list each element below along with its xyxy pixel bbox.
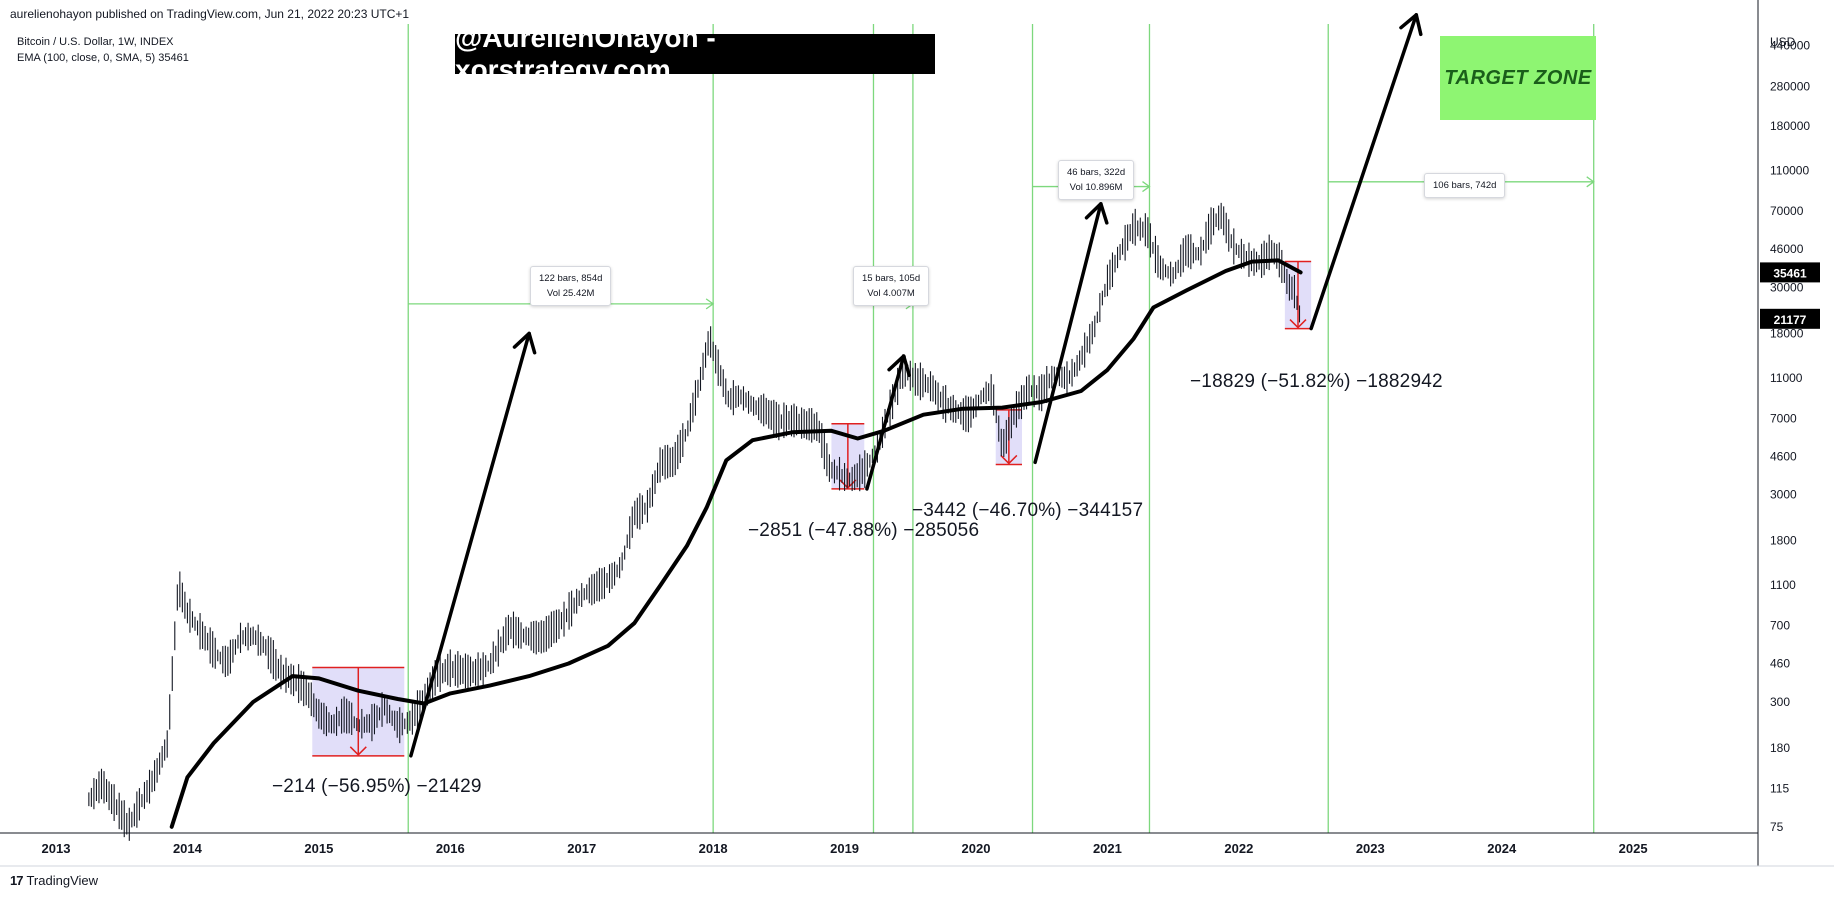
measure-box-2-bars: 15 bars, 105d (862, 273, 921, 284)
tradingview-footer[interactable]: 17 TradingView (10, 873, 98, 888)
projection-arrow-2 (865, 354, 906, 491)
year-tick-3: 2015 (304, 841, 333, 856)
drawdown-arrowhead-3 (1000, 454, 1018, 465)
year-tick-1: 2013 (42, 841, 71, 856)
price-scale-bg (1758, 0, 1834, 899)
year-tick-10: 2022 (1224, 841, 1253, 856)
price-tick-12: 3000 (1770, 488, 1797, 502)
price-badge-1: 35461 (1773, 266, 1807, 280)
tradingview-logo-icon: 17 (10, 873, 24, 888)
price-tick-13: 1800 (1770, 534, 1797, 548)
tradingview-brand: TradingView (26, 873, 99, 888)
year-tick-6: 2018 (699, 841, 728, 856)
price-tick-16: 460 (1770, 657, 1790, 671)
projection-arrowhead-2 (887, 354, 911, 378)
measure-arrowhead-4 (1586, 176, 1595, 188)
year-tick-7: 2019 (830, 841, 859, 856)
price-tick-10: 7000 (1770, 411, 1797, 425)
measure-box-1-bars: 122 bars, 854d (539, 273, 603, 284)
measure-arrowhead-1 (705, 298, 715, 310)
price-badge-bg-1 (1760, 262, 1820, 283)
year-tick-8: 2020 (962, 841, 991, 856)
vertical-marker-lines (407, 24, 1595, 833)
drawdown-label-2: −2851 (−47.88%) −285056 (748, 520, 980, 541)
price-tick-18: 180 (1770, 741, 1790, 755)
symbol-title: Bitcoin / U.S. Dollar, 1W, INDEX (17, 36, 174, 48)
price-tick-9: 11000 (1770, 371, 1803, 385)
measure-box-4: 106 bars, 742d (1424, 173, 1506, 198)
price-tick-5: 70000 (1770, 204, 1804, 218)
price-badge-bg-2 (1760, 308, 1820, 329)
year-tick-11: 2023 (1356, 841, 1385, 856)
measure-box-1: 122 bars, 854d Vol 25.42M (530, 266, 612, 306)
price-tick-8: 18000 (1770, 326, 1804, 340)
price-tick-17: 300 (1770, 695, 1790, 709)
year-tick-2: 2014 (173, 841, 203, 856)
price-tick-1: 440000 (1770, 39, 1810, 53)
measure-box-1-vol: Vol 25.42M (546, 288, 595, 299)
target-zone-box: TARGET ZONE (1440, 36, 1596, 120)
year-tick-13: 2025 (1619, 841, 1648, 856)
ema-series (169, 258, 1303, 829)
projection-arrowhead-1 (512, 331, 537, 355)
price-tick-3: 180000 (1770, 119, 1810, 133)
measure-box-3-bars: 46 bars, 322d (1067, 167, 1126, 178)
price-badge-2: 21177 (1774, 313, 1807, 327)
drawdown-label-3: −3442 (−46.70%) −344157 (912, 500, 1144, 521)
price-tick-19: 115 (1770, 781, 1789, 795)
projection-arrow-4 (1309, 13, 1419, 331)
author-banner: @AurelienOhayon - xorstrategy.com (455, 22, 935, 85)
projection-arrowhead-4 (1399, 13, 1423, 37)
currency-label: USD (1770, 35, 1796, 49)
drawdown-label-1: −214 (−56.95%) −21429 (272, 776, 482, 797)
drawdown-arrowhead-4 (1289, 319, 1307, 329)
drawdown-label-4: −18829 (−51.82%) −1882942 (1190, 371, 1443, 392)
projection-arrowhead-3 (1084, 202, 1109, 225)
price-tick-15: 700 (1770, 619, 1790, 633)
price-tick-20: 75 (1770, 820, 1784, 834)
price-series (88, 202, 1301, 841)
price-tick-14: 1100 (1770, 578, 1796, 592)
price-tick-2: 280000 (1770, 79, 1810, 93)
year-tick-9: 2021 (1093, 841, 1122, 856)
indicator-legend[interactable]: EMA (100, close, 0, SMA, 5) 35461 (17, 52, 189, 64)
drawdown-arrowhead-1 (349, 746, 367, 756)
ema-line (169, 258, 1303, 829)
projection-arrows (409, 13, 1423, 758)
year-tick-12: 2024 (1487, 841, 1517, 856)
projection-arrow-1 (409, 331, 531, 758)
measure-box-3-vol: Vol 10.896M (1069, 182, 1123, 193)
measure-box-4-bars: 106 bars, 742d (1433, 180, 1497, 191)
projection-arrow-3 (1033, 202, 1103, 465)
measure-arrowhead-3 (1142, 181, 1151, 193)
measure-box-2-vol: Vol 4.007M (867, 288, 915, 299)
price-tick-11: 4600 (1770, 449, 1797, 463)
measure-box-3: 46 bars, 322d Vol 10.896M (1058, 160, 1135, 200)
measure-box-2: 15 bars, 105d Vol 4.007M (853, 266, 930, 306)
year-tick-4: 2016 (436, 841, 465, 856)
price-tick-7: 30000 (1770, 280, 1804, 294)
drawdown-zones (312, 260, 1312, 757)
price-tick-6: 46000 (1770, 242, 1804, 256)
publisher-line: aurelienohayon published on TradingView.… (10, 7, 410, 21)
price-tick-4: 110000 (1770, 163, 1809, 177)
year-tick-5: 2017 (567, 841, 596, 856)
